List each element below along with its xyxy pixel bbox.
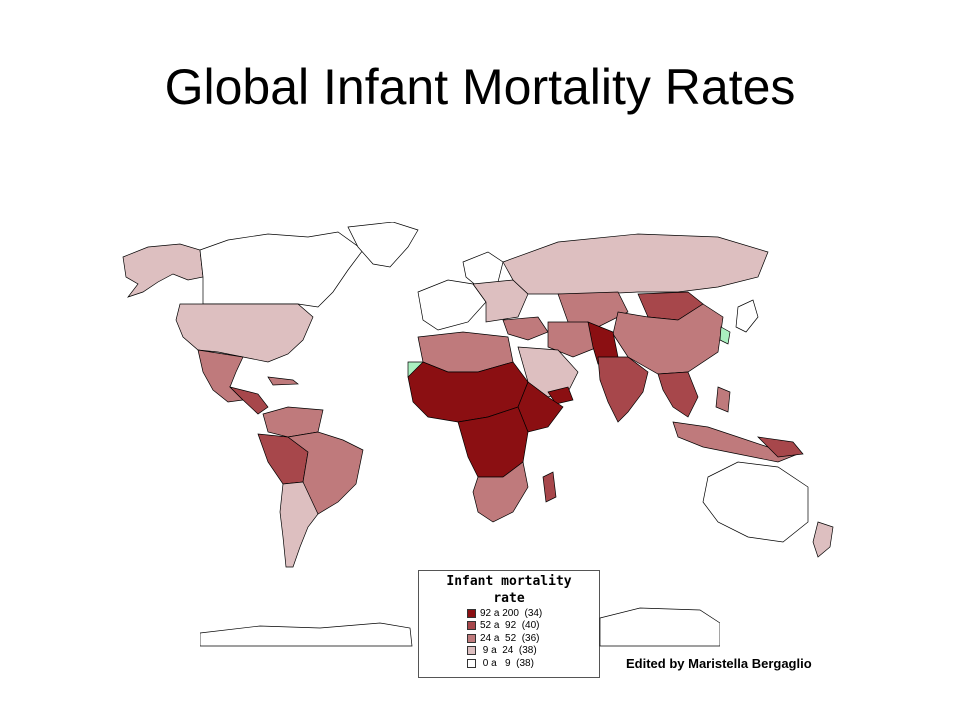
- legend-label: 0 a 9 (38): [480, 657, 534, 669]
- legend-title-line1: Infant mortality: [446, 574, 572, 589]
- region-korea: [719, 326, 731, 345]
- region-madagascar: [542, 471, 557, 503]
- legend-row: 0 a 9 (38): [467, 657, 599, 670]
- region-iran-iraq: [547, 321, 599, 358]
- legend-label: 92 a 200 (34): [480, 607, 543, 619]
- region-turkey-levant: [502, 316, 549, 341]
- region-southern-africa: [472, 461, 529, 523]
- region-caribbean: [267, 376, 299, 386]
- world-map: [122, 222, 834, 568]
- region-yemen: [547, 386, 574, 405]
- page-title: Global Infant Mortality Rates: [164, 59, 796, 115]
- region-japan: [735, 299, 759, 333]
- region-alaska: [122, 243, 204, 298]
- legend-swatch: [467, 608, 476, 618]
- region-philippines: [715, 386, 731, 413]
- region-central-america: [228, 386, 269, 415]
- legend-row: 52 a 92 (40): [467, 620, 599, 633]
- region-mexico: [197, 349, 244, 403]
- legend-swatch: [467, 658, 476, 668]
- region-southeast-asia: [657, 371, 699, 418]
- antarctica-outline: [200, 607, 720, 647]
- map-legend: Infant mortality rate 92 a 200 (34) 52 a …: [418, 570, 600, 678]
- region-russia: [502, 233, 769, 295]
- legend-row: 9 a 24 (38): [467, 645, 599, 658]
- region-indonesia: [672, 421, 800, 463]
- region-usa: [175, 303, 314, 363]
- legend-label: 52 a 92 (40): [480, 620, 540, 632]
- credit-text: Edited by Maristella Bergaglio: [626, 656, 812, 671]
- region-india: [597, 356, 649, 423]
- region-central-asia: [557, 291, 629, 328]
- legend-title-line2: rate: [493, 591, 525, 606]
- region-western-europe: [417, 279, 487, 331]
- region-china: [612, 303, 724, 375]
- region-canada: [199, 231, 364, 308]
- legend-swatch: [467, 621, 476, 631]
- legend-row: 24 a 52 (36): [467, 632, 599, 645]
- region-argentina-chile: [279, 481, 319, 568]
- legend-row: 92 a 200 (34): [467, 607, 599, 620]
- legend-label: 24 a 52 (36): [480, 632, 540, 644]
- legend-swatch: [467, 646, 476, 656]
- legend-rows: 92 a 200 (34) 52 a 92 (40) 24 a 52 (36) 9 …: [419, 607, 599, 670]
- region-new-guinea: [757, 436, 804, 458]
- region-australia: [702, 461, 809, 543]
- region-new-zealand: [812, 521, 834, 558]
- legend-swatch: [467, 633, 476, 643]
- legend-label: 9 a 24 (38): [480, 645, 537, 657]
- region-greenland: [347, 222, 419, 268]
